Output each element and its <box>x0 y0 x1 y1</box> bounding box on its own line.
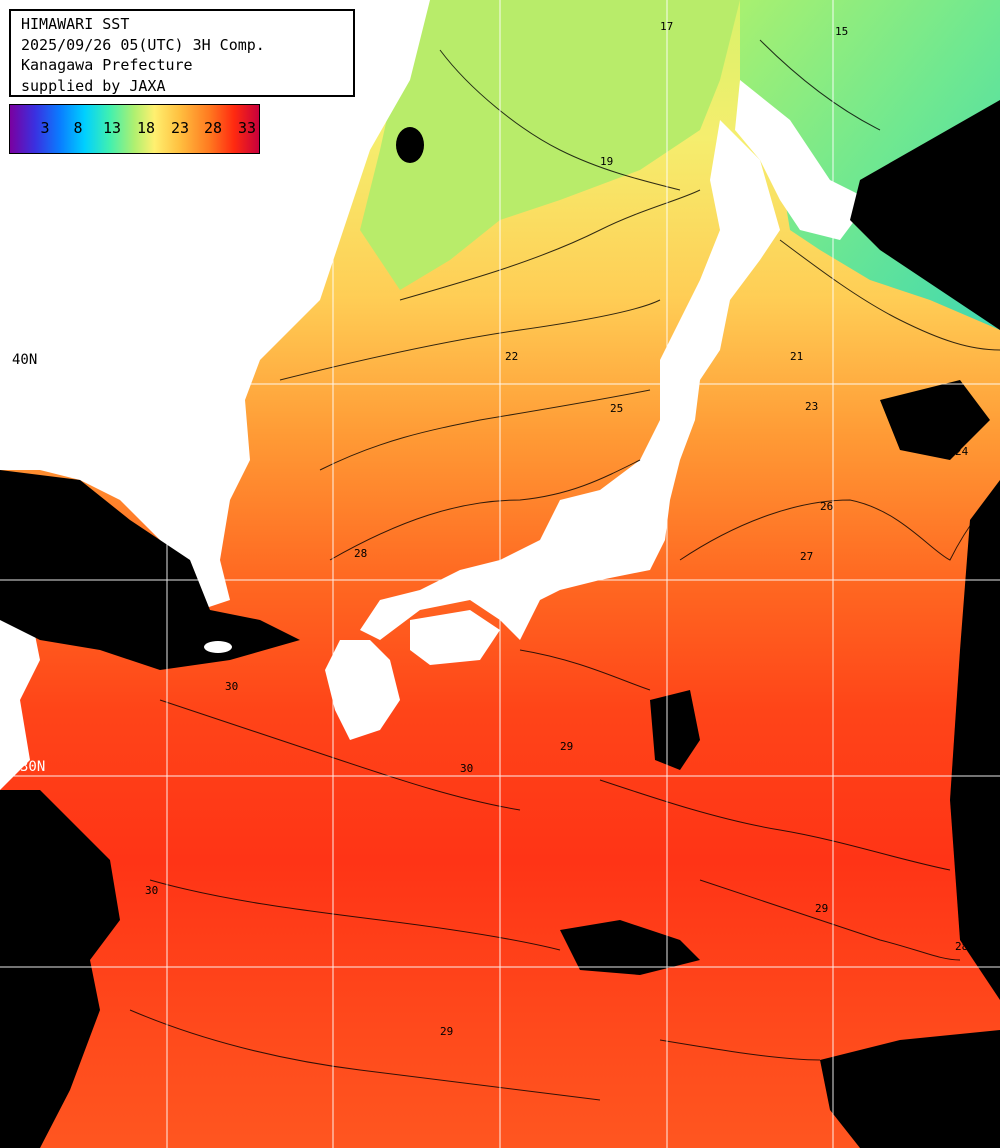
contour-label: 28 <box>955 940 968 953</box>
cloud-small-north <box>396 127 424 163</box>
contour-value-labels: 15 17 19 21 22 23 24 25 26 27 28 29 30 3… <box>145 20 969 1038</box>
map-title: HIMAWARI SST <box>21 15 130 33</box>
map-region: Kanagawa Prefecture <box>21 56 193 74</box>
island-white-small <box>204 641 232 653</box>
contour-label: 21 <box>790 350 803 363</box>
map-datetime: 2025/09/26 05(UTC) 3H Comp. <box>21 35 265 54</box>
contour-label: 25 <box>610 402 623 415</box>
legend-tick-labels: 3 8 13 18 23 28 33 <box>10 119 259 141</box>
contour-label: 24 <box>955 445 969 458</box>
china-coast-land <box>0 600 40 790</box>
temperature-color-legend: 3 8 13 18 23 28 33 <box>9 104 260 154</box>
contour-label: 28 <box>354 547 367 560</box>
contour-label: 27 <box>800 550 813 563</box>
contour-label: 30 <box>225 680 238 693</box>
lat-label-40n: 40N <box>12 352 38 368</box>
contour-label: 26 <box>820 500 833 513</box>
contour-label: 22 <box>505 350 518 363</box>
legend-tick: 33 <box>237 119 257 137</box>
contour-label: 30 <box>145 884 158 897</box>
hokkaido-land <box>735 80 870 240</box>
cloud-northeast <box>850 100 1000 330</box>
legend-tick: 13 <box>102 119 122 137</box>
kyushu-land <box>325 640 400 740</box>
cloud-central <box>650 690 700 770</box>
contour-label: 30 <box>460 762 473 775</box>
cloud-southeast <box>820 1030 1000 1148</box>
map-credit: supplied by JAXA <box>21 76 166 95</box>
legend-tick: 8 <box>73 119 83 137</box>
honshu-land <box>360 120 780 640</box>
contour-label: 29 <box>815 902 828 915</box>
legend-tick: 28 <box>203 119 223 137</box>
contour-label: 15 <box>835 25 848 38</box>
map-info-box: HIMAWARI SST 2025/09/26 05(UTC) 3H Comp.… <box>9 9 355 97</box>
legend-tick: 18 <box>136 119 156 137</box>
cloud-south-patch <box>560 920 700 975</box>
cloud-east <box>950 480 1000 1000</box>
cloud-west <box>0 470 300 670</box>
legend-tick: 3 <box>40 119 50 137</box>
cloud-east-china-sea <box>0 790 120 1148</box>
contour-label: 23 <box>805 400 818 413</box>
contour-label: 29 <box>560 740 573 753</box>
lat-label-30n: 30N <box>20 759 46 775</box>
legend-tick: 23 <box>170 119 190 137</box>
contour-label: 19 <box>600 155 613 168</box>
contour-label: 29 <box>440 1025 453 1038</box>
shikoku-land <box>410 610 500 665</box>
cloud-east-patch <box>880 380 990 460</box>
contour-lines <box>129 39 1000 1101</box>
